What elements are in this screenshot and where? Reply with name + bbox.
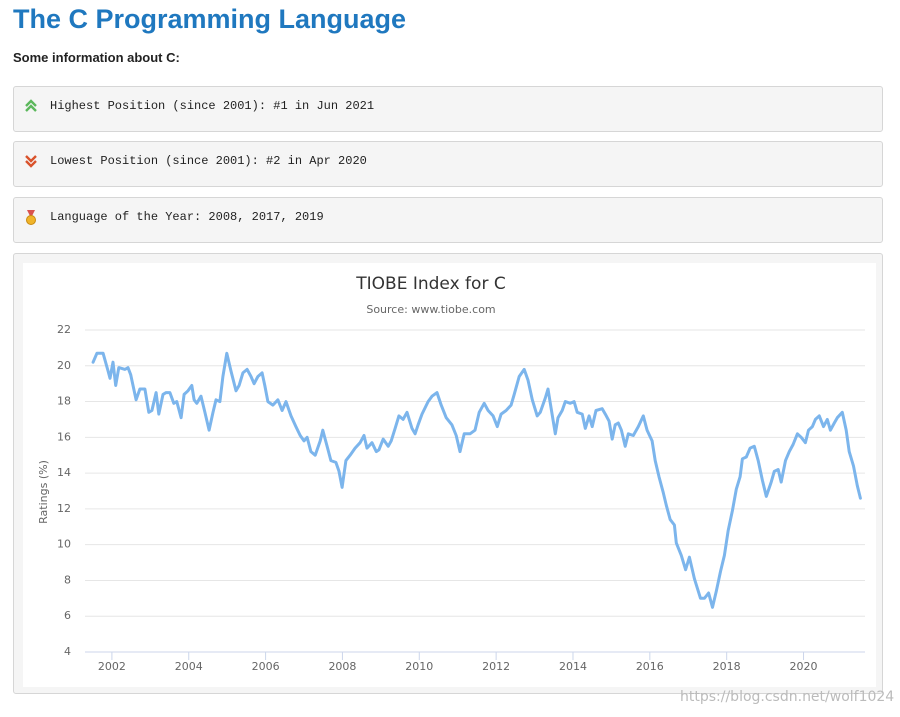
chart-title: TIOBE Index for C — [355, 274, 505, 294]
x-tick-label: 2020 — [790, 660, 818, 673]
x-tick-label: 2010 — [405, 660, 433, 673]
medal-icon — [26, 210, 36, 225]
y-tick-label: 20 — [57, 359, 71, 372]
chart: TIOBE Index for C Source: www.tiobe.com … — [23, 263, 876, 687]
up-icon — [25, 99, 37, 112]
watermark: https://blog.csdn.net/wolf1024 — [680, 689, 895, 705]
page-title: The C Programming Language — [13, 4, 407, 34]
x-tick-label: 2006 — [252, 660, 280, 673]
x-tick-label: 2008 — [328, 660, 356, 673]
info-text: Highest Position (since 2001): #1 in Jun… — [50, 99, 375, 113]
y-tick-label: 6 — [64, 609, 71, 622]
info-text: Lowest Position (since 2001): #2 in Apr … — [50, 154, 367, 168]
y-tick-label: 10 — [57, 538, 71, 551]
info-box: Highest Position (since 2001): #1 in Jun… — [13, 86, 883, 132]
x-tick-label: 2016 — [636, 660, 664, 673]
x-tick-label: 2004 — [175, 660, 203, 673]
info-text: Language of the Year: 2008, 2017, 2019 — [50, 210, 324, 224]
x-tick-label: 2014 — [559, 660, 587, 673]
chart-subtitle: Source: www.tiobe.com — [366, 303, 495, 316]
x-tick-label: 2012 — [482, 660, 510, 673]
down-icon — [25, 155, 37, 168]
info-box: Language of the Year: 2008, 2017, 2019 — [13, 197, 883, 243]
chart-background — [23, 263, 876, 687]
x-tick-label: 2002 — [98, 660, 126, 673]
data-line — [91, 351, 862, 609]
y-tick-label: 4 — [64, 645, 71, 658]
info-box: Lowest Position (since 2001): #2 in Apr … — [13, 141, 883, 187]
y-tick-label: 22 — [57, 323, 71, 336]
page-subtitle: Some information about C: — [13, 50, 180, 65]
y-tick-label: 14 — [57, 466, 71, 479]
y-tick-label: 18 — [57, 395, 71, 408]
y-tick-label: 12 — [57, 502, 71, 515]
y-axis-label: Ratings (%) — [37, 460, 50, 524]
y-tick-label: 16 — [57, 430, 71, 443]
y-tick-label: 8 — [64, 573, 71, 586]
chart-container: TIOBE Index for C Source: www.tiobe.com … — [13, 253, 883, 694]
x-tick-label: 2018 — [713, 660, 741, 673]
